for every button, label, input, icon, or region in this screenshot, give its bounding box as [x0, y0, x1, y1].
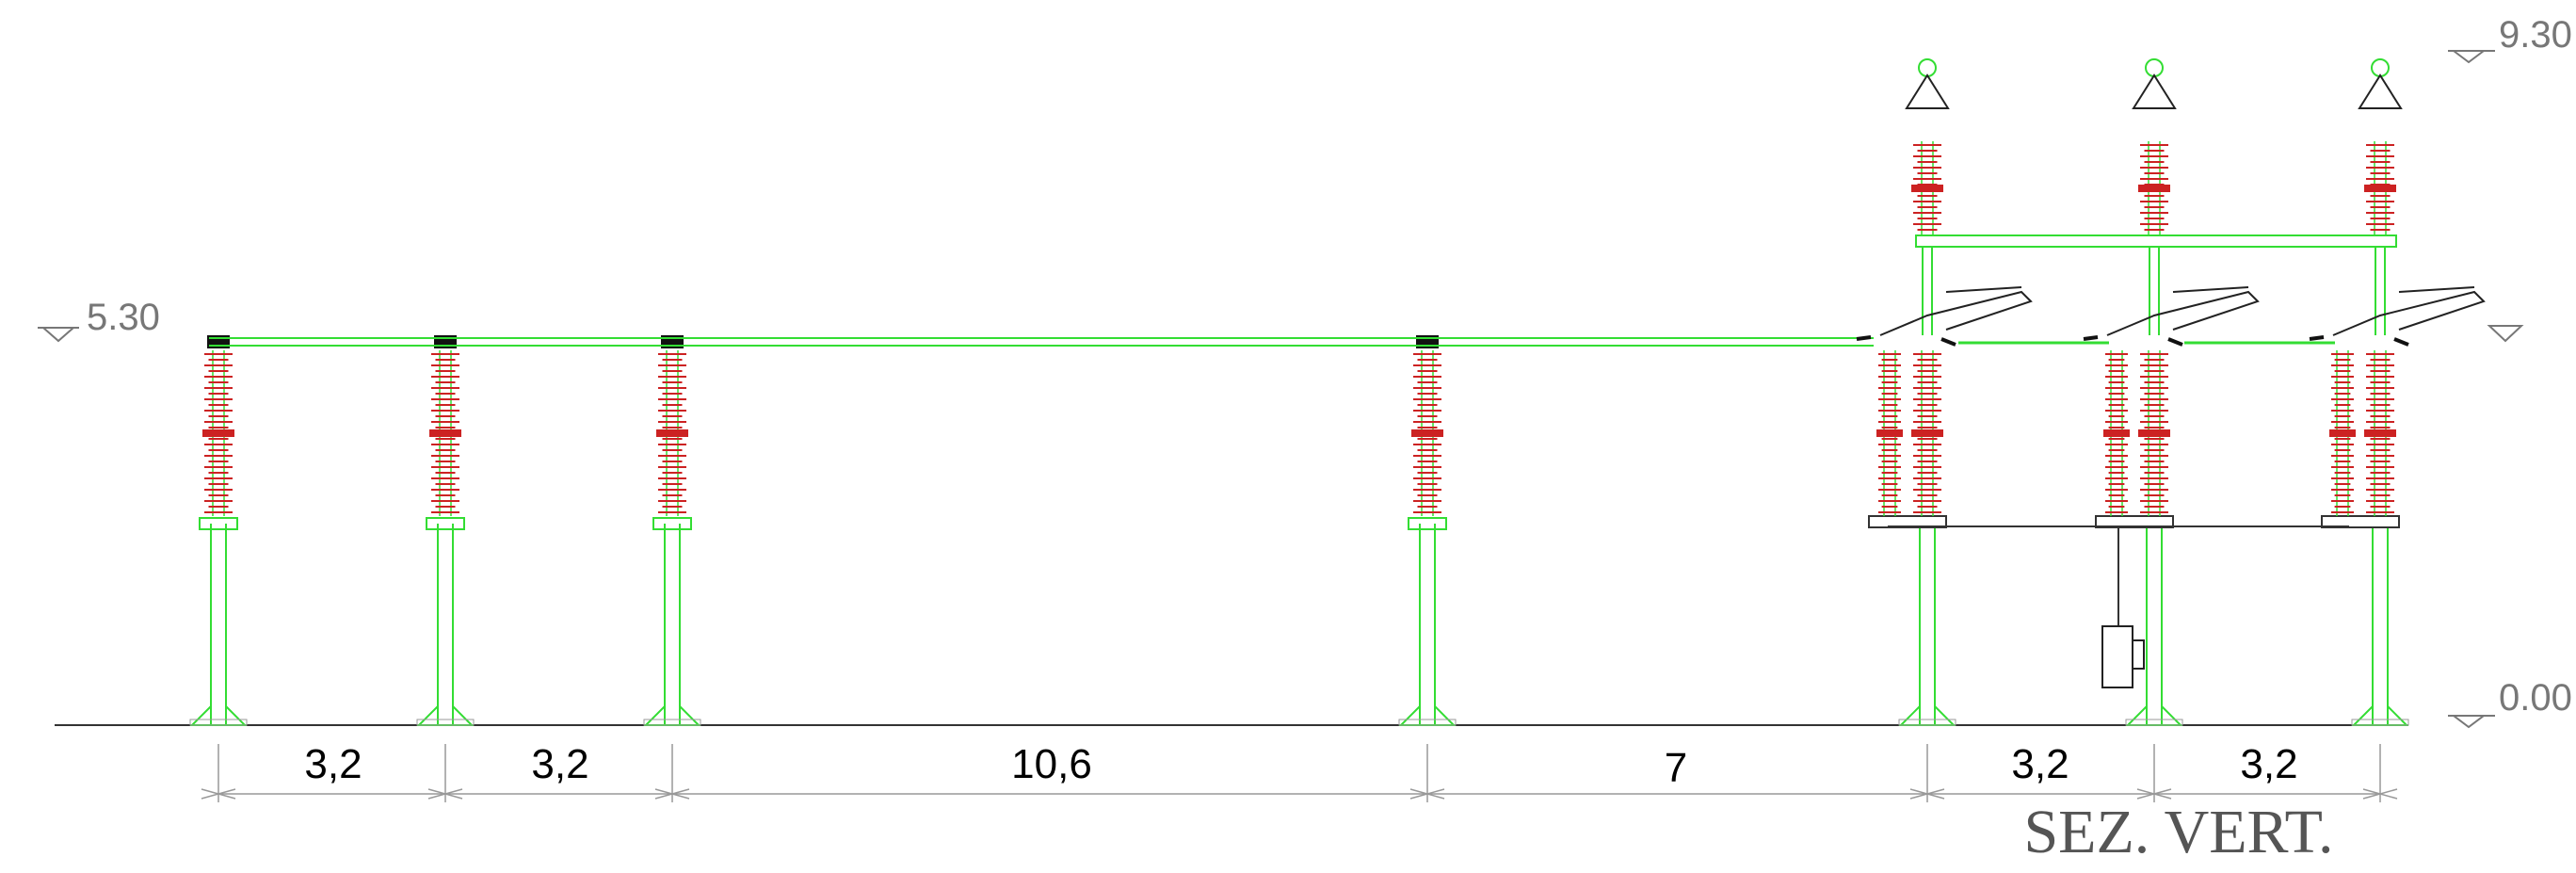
support-plate: [426, 517, 465, 530]
post-foot: [1899, 705, 1956, 726]
post-foot: [644, 705, 700, 726]
dimension-label: 3,2: [531, 741, 588, 787]
contact: [2309, 335, 2409, 347]
insulator-flange: [2138, 429, 2170, 437]
top-fitting: [2358, 73, 2403, 109]
insulator-flange: [656, 429, 688, 437]
motor-box: [2132, 639, 2145, 670]
contact: [2083, 335, 2183, 347]
top-fitting: [2132, 73, 2177, 109]
dimension-arrow: [2362, 788, 2398, 800]
insulator-flange: [1411, 429, 1443, 437]
post-base: [1898, 719, 1956, 726]
dimension-label: 3,2: [2240, 741, 2297, 787]
insulator-flange: [1911, 185, 1943, 192]
elevation-marker: [38, 50, 2524, 729]
dimension-arrow: [2136, 788, 2172, 800]
dimension-label: 3,2: [304, 741, 362, 787]
dimension-arrow: [654, 788, 690, 800]
support-plate: [2321, 515, 2400, 528]
post-base: [2351, 719, 2409, 726]
dimension-label: 10,6: [1011, 741, 1092, 787]
post-base: [2125, 719, 2183, 726]
contact: [1856, 335, 1956, 347]
insulator-flange: [202, 429, 234, 437]
insulator-flange: [2364, 429, 2396, 437]
switch-arm: [2332, 286, 2486, 336]
post-foot: [2352, 705, 2408, 726]
motor-box: [2101, 625, 2133, 688]
insulator-flange: [2103, 429, 2130, 437]
elevation-label: 9.30: [2499, 14, 2572, 56]
dimension-label: 3,2: [2011, 741, 2069, 787]
post-foot: [1399, 705, 1456, 726]
post-base: [189, 719, 248, 726]
post-base: [1398, 719, 1457, 726]
post-base: [643, 719, 701, 726]
elevation-label: 0.00: [2499, 677, 2572, 719]
support-plate: [199, 517, 238, 530]
dimension-arrow: [1909, 788, 1945, 800]
crossbar: [1915, 234, 2397, 248]
elevation-label: 5.30: [87, 297, 160, 338]
insulator-flange: [2364, 185, 2396, 192]
insulator-flange: [429, 429, 461, 437]
switch-arm: [2106, 286, 2260, 336]
insulator-flange: [2138, 185, 2170, 192]
insulator-flange: [1876, 429, 1903, 437]
dimension-label: 7: [1665, 745, 1687, 791]
switch-arm: [1879, 286, 2033, 336]
section-label: SEZ. VERT.: [2023, 798, 2333, 866]
post-foot: [190, 705, 247, 726]
post-foot: [417, 705, 474, 726]
dimension-arrow: [201, 788, 236, 800]
post-base: [416, 719, 475, 726]
post-foot: [2126, 705, 2182, 726]
dimension-arrow: [427, 788, 463, 800]
support-plate: [652, 517, 692, 530]
insulator-flange: [2329, 429, 2356, 437]
dimension-arrow: [1409, 788, 1445, 800]
insulator-flange: [1911, 429, 1943, 437]
support-plate: [1408, 517, 1447, 530]
top-fitting: [1905, 73, 1950, 109]
